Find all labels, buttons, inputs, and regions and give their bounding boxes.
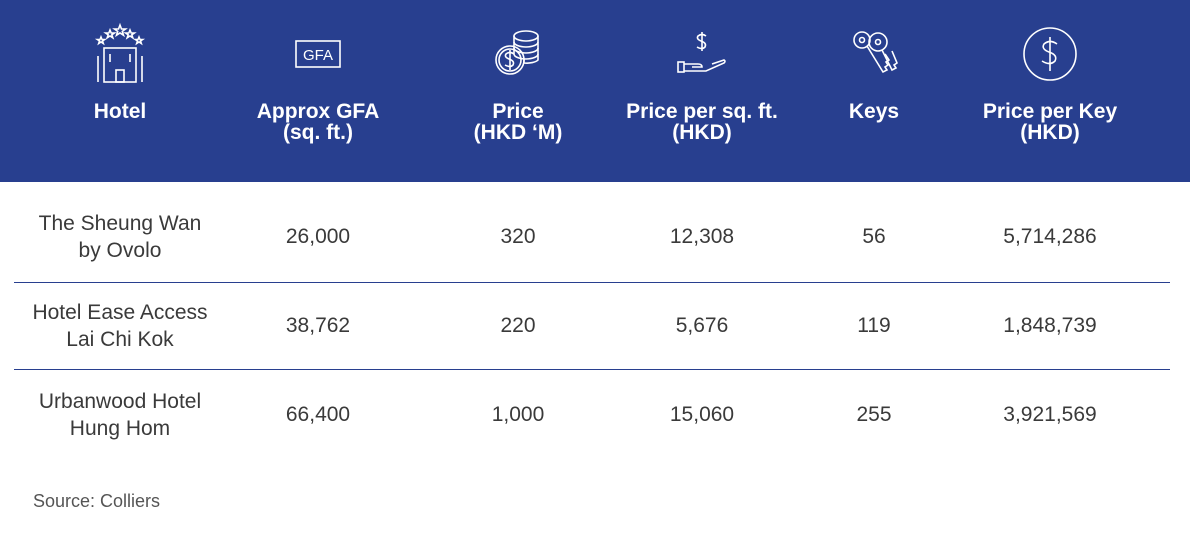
dollar-circle-icon <box>1018 22 1082 86</box>
coins-dollar-icon <box>486 22 550 86</box>
table-row: Urbanwood Hotel Hung Hom 66,400 1,000 15… <box>14 372 1170 458</box>
header-hotel: Hotel <box>40 0 200 182</box>
hotel-name: The Sheung Wan by Ovolo <box>38 212 202 262</box>
price-sqft-value: 15,060 <box>669 403 735 426</box>
header-keys: Keys <box>814 0 934 182</box>
header-price-label: Price (HKD ‘M) <box>473 100 563 144</box>
keys-value: 255 <box>856 403 892 426</box>
keys-icon <box>842 22 906 86</box>
price-key-value: 1,848,739 <box>1003 314 1097 337</box>
hand-dollar-icon <box>670 22 734 86</box>
price-sqft-value: 5,676 <box>675 314 729 337</box>
hotel-name: Hotel Ease Access Lai Chi Kok <box>32 301 208 351</box>
gfa-icon-text: GFA <box>303 47 333 64</box>
table-row: The Sheung Wan by Ovolo 26,000 320 12,30… <box>14 192 1170 283</box>
gfa-value: 26,000 <box>285 225 351 248</box>
header-gfa-label: Approx GFA (sq. ft.) <box>256 100 380 144</box>
price-value: 1,000 <box>491 403 545 426</box>
gfa-icon: GFA <box>286 22 350 86</box>
header-hotel-label: Hotel <box>93 100 147 123</box>
hotel-stars-icon <box>88 22 152 86</box>
keys-value: 56 <box>862 225 886 248</box>
header-price: Price (HKD ‘M) <box>438 0 598 182</box>
header-price-key-label: Price per Key (HKD) <box>982 100 1118 144</box>
price-key-value: 3,921,569 <box>1003 403 1097 426</box>
keys-value: 119 <box>857 314 891 337</box>
price-value: 320 <box>500 225 536 248</box>
header-keys-label: Keys <box>848 100 900 123</box>
price-key-value: 5,714,286 <box>1003 225 1097 248</box>
table-row: Hotel Ease Access Lai Chi Kok 38,762 220… <box>14 283 1170 370</box>
price-value: 220 <box>500 314 536 337</box>
header-price-sqft: Price per sq. ft. (HKD) <box>602 0 802 182</box>
source-note: Source: Colliers <box>33 491 161 511</box>
table-header: Hotel GFA Approx GFA (sq. ft.) <box>0 0 1190 182</box>
hotel-name: Urbanwood Hotel Hung Hom <box>38 390 202 440</box>
gfa-value: 38,762 <box>285 314 351 337</box>
header-price-sqft-label: Price per sq. ft. (HKD) <box>626 100 778 144</box>
gfa-value: 66,400 <box>285 403 351 426</box>
price-sqft-value: 12,308 <box>669 225 735 248</box>
header-gfa: GFA Approx GFA (sq. ft.) <box>228 0 408 182</box>
header-price-key: Price per Key (HKD) <box>950 0 1150 182</box>
